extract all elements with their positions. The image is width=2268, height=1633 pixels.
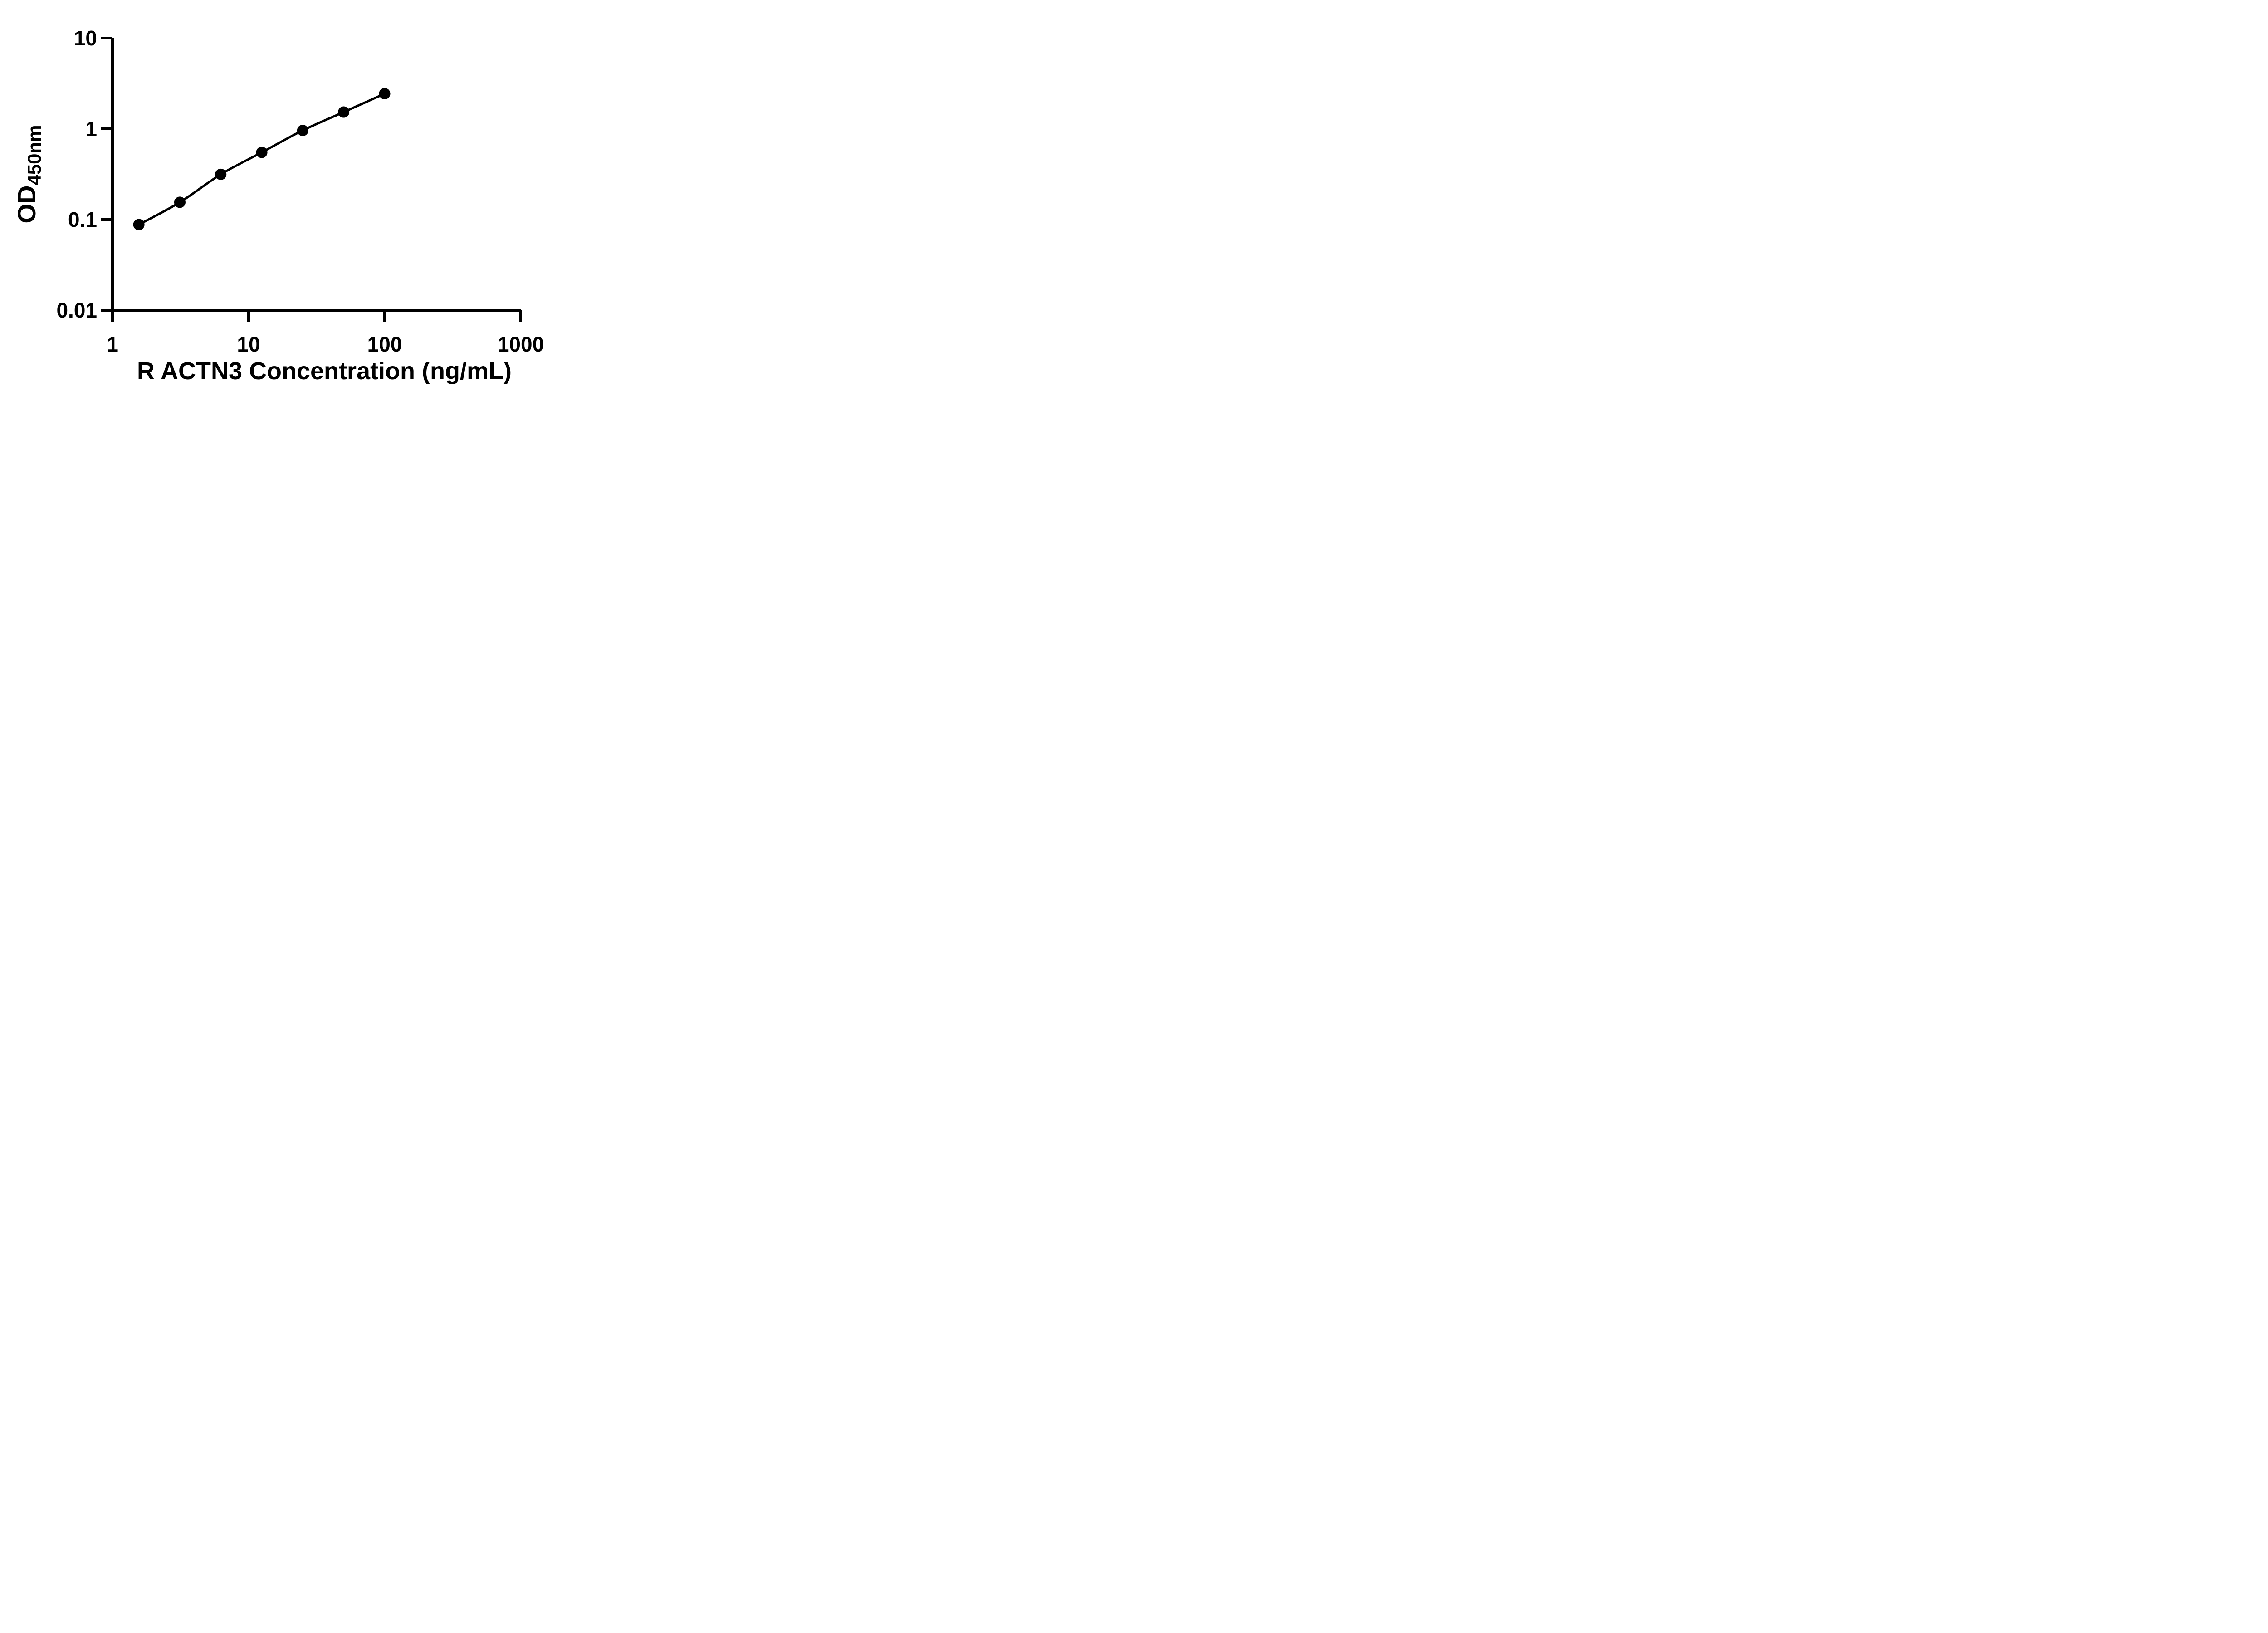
axes xyxy=(101,37,522,322)
x-tick-label-1: 1 xyxy=(107,332,118,356)
figure-page: 0.01 0.1 1 10 1 10 100 1000 OD450nm R AC… xyxy=(0,0,583,408)
data-point-marker xyxy=(379,88,391,100)
y-tick-label-1: 1 xyxy=(85,117,97,141)
y-tick-label-0.1: 0.1 xyxy=(68,208,97,231)
data-point-marker xyxy=(256,147,268,158)
y-axis-title-main: OD xyxy=(12,186,41,224)
y-tick-label-10: 10 xyxy=(74,26,97,50)
y-axis-tick-labels: 0.01 0.1 1 10 xyxy=(56,26,97,322)
y-tick-label-0.01: 0.01 xyxy=(56,298,97,322)
data-point-marker xyxy=(174,196,186,208)
elisa-standard-curve: 0.01 0.1 1 10 1 10 100 1000 OD450nm R AC… xyxy=(0,0,583,408)
data-series xyxy=(133,88,391,230)
x-axis-title: R ACTN3 Concentration (ng/mL) xyxy=(137,357,512,385)
y-axis-tick-marks xyxy=(101,37,112,312)
x-tick-label-10: 10 xyxy=(237,332,260,356)
x-axis-tick-labels: 1 10 100 1000 xyxy=(107,332,544,356)
data-point-marker xyxy=(133,219,145,230)
data-point-markers xyxy=(133,88,391,230)
data-point-marker xyxy=(297,125,308,137)
x-tick-label-1000: 1000 xyxy=(498,332,544,356)
chart-canvas: 0.01 0.1 1 10 1 10 100 1000 OD450nm R AC… xyxy=(12,26,544,385)
y-axis-title-subscript: 450nm xyxy=(24,125,45,185)
data-point-marker xyxy=(215,168,227,180)
y-axis-title: OD450nm xyxy=(12,125,45,223)
x-tick-label-100: 100 xyxy=(367,332,402,356)
x-axis-tick-marks xyxy=(111,310,522,322)
data-point-marker xyxy=(338,106,350,118)
